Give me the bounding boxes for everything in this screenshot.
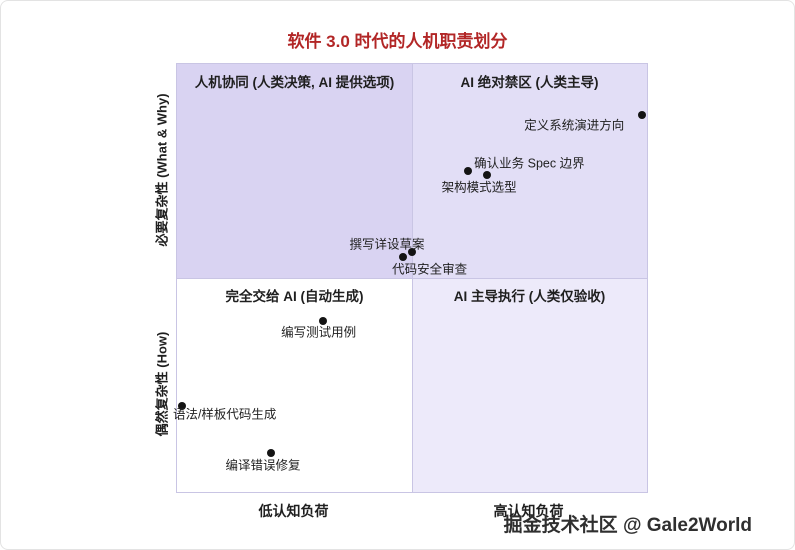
quadrant-bottom-left: 完全交给 AI (自动生成) [177, 278, 412, 492]
quadrant-plot: 人机协同 (人类决策, AI 提供选项) AI 绝对禁区 (人类主导) 完全交给… [173, 63, 648, 493]
quadrant-bottom-right: AI 主导执行 (人类仅验收) [412, 278, 647, 492]
x-axis-label-left: 低认知负荷 [258, 503, 329, 519]
quadrant-top-left: 人机协同 (人类决策, AI 提供选项) [177, 64, 412, 278]
watermark: 掘金技术社区 @ Gale2World [503, 515, 752, 536]
data-point-label: 确认业务 Spec 边界 [474, 156, 585, 171]
data-point-label: 架构模式选型 [441, 180, 517, 195]
data-point-dot [267, 449, 275, 458]
quadrant-top-left-label: 人机协同 (人类决策, AI 提供选项) [194, 75, 395, 90]
data-point-dot [398, 252, 407, 261]
data-point-label: 撰写详设草案 [349, 237, 425, 252]
data-point-dot [638, 111, 647, 120]
data-point-label: 代码安全审查 [392, 262, 468, 277]
quadrant-top-right-label: AI 绝对禁区 (人类主导) [460, 75, 599, 90]
quadrant-horizontal-divider [177, 278, 647, 279]
data-point-dot [483, 171, 492, 180]
data-point-dot [177, 402, 186, 411]
quadrant-bottom-left-label: 完全交给 AI (自动生成) [225, 289, 364, 304]
data-point-dot [318, 316, 327, 325]
data-point-label: 定义系统演进方向 [524, 118, 625, 133]
chart-title: 软件 3.0 时代的人机职责划分 [287, 32, 508, 51]
data-point-dot [464, 167, 473, 175]
x-axis-label-right: 高认知负荷 [493, 503, 564, 519]
quadrant-bottom-right-label: AI 主导执行 (人类仅验收) [453, 289, 606, 304]
quadrant-top-right: AI 绝对禁区 (人类主导) [412, 64, 647, 278]
data-point-label: 语法/样板代码生成 [172, 407, 277, 422]
data-point-dot [408, 248, 416, 257]
points-layer: 定义系统演进方向确认业务 Spec 边界架构模式选型撰写详设草案代码安全审查编写… [173, 64, 647, 492]
data-point-label: 编写测试用例 [281, 325, 357, 340]
data-point-label: 编译错误修复 [225, 458, 301, 473]
y-axis-label-bottom: 偶然复杂性 (How) [154, 331, 170, 437]
y-axis-label-top: 必要复杂性 (What & Why) [154, 93, 170, 247]
